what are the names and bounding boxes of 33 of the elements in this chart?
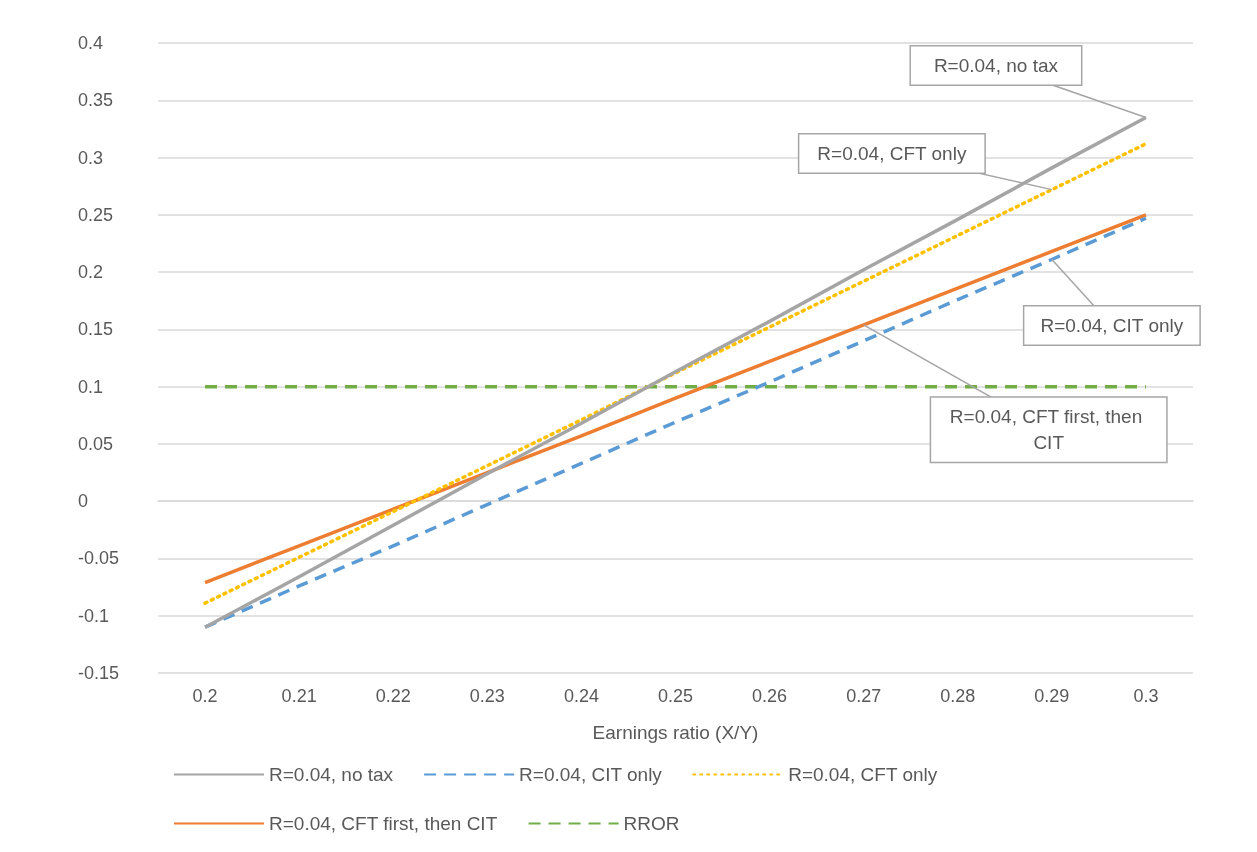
y-tick-label: 0.35	[78, 90, 114, 111]
y-tick-label: -0.05	[78, 548, 120, 569]
x-tick-label: 0.29	[1034, 686, 1070, 706]
legend-label: R=0.04, CIT only	[519, 764, 663, 785]
y-tick-label: -0.1	[78, 605, 110, 626]
y-tick-label: 0.2	[78, 262, 104, 283]
annotation: R=0.04, CIT only	[1040, 314, 1184, 336]
y-tick-label: 0	[78, 491, 89, 512]
x-tick-label: 0.25	[657, 686, 694, 706]
x-tick-label: 0.27	[846, 686, 882, 706]
y-tick-label: 0.1	[78, 376, 104, 397]
x-tick-label: 0.23	[469, 686, 505, 706]
legend-label: RROR	[623, 813, 680, 834]
x-tick-label: 0.26	[752, 686, 788, 706]
legend-label: R=0.04, CFT first, then CIT	[269, 813, 498, 834]
annotation: R=0.04, CFT first, then CIT	[949, 406, 1148, 454]
y-tick-label: 0.3	[78, 147, 104, 168]
y-tick-label: 0.25	[78, 204, 114, 225]
x-tick-label: 0.24	[563, 686, 599, 706]
legend-label: R=0.04, no tax	[269, 764, 394, 785]
annotation: R=0.04, CFT only	[817, 143, 967, 165]
x-tick-label: 0.21	[281, 686, 317, 706]
x-tick-label: 0.2	[192, 686, 218, 706]
legend-label: R=0.04, CFT only	[788, 764, 938, 785]
x-tick-label: 0.3	[1133, 686, 1159, 706]
y-tick-label: -0.15	[78, 663, 120, 683]
y-tick-label: 0.05	[78, 433, 114, 454]
annotation: R=0.04, no tax	[933, 54, 1059, 76]
x-axis-title: Earnings ratio (X/Y)	[592, 722, 759, 743]
y-tick-label: 0.4	[78, 33, 104, 53]
y-tick-label: 0.15	[78, 319, 114, 340]
x-tick-label: 0.28	[940, 686, 976, 706]
x-tick-label: 0.22	[375, 686, 411, 706]
